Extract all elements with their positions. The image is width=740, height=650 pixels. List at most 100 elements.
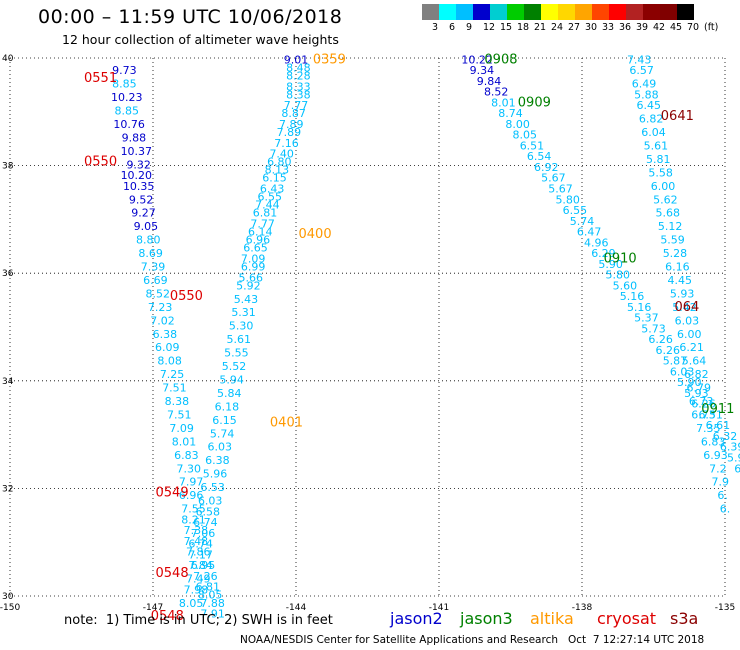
wave-height-label: 6.03: [207, 441, 232, 454]
wave-height-label: 5.93: [684, 387, 709, 400]
legend-cryosat: cryosat: [597, 609, 657, 628]
wave-height-label: 6.81: [196, 581, 221, 594]
x-tick-label: -135: [715, 603, 735, 613]
wave-height-label: 6.26: [648, 333, 673, 346]
wave-height-label: 8.05: [198, 589, 223, 602]
wave-height-label: 7.88: [200, 597, 225, 610]
wave-height-label: 6.81: [253, 207, 278, 220]
wave-height-label: 7.39: [141, 261, 166, 274]
wave-height-label: 6.: [720, 503, 731, 516]
footer-credit: NOAA/NESDIS Center for Satellite Applica…: [240, 634, 705, 646]
wave-height-label: 5.84: [217, 387, 242, 400]
wave-height-label: 8.01: [491, 96, 516, 109]
wave-height-label: 8.85: [115, 104, 140, 117]
wave-height-label: 5.61: [644, 139, 669, 152]
legend-altika: altika: [530, 609, 574, 628]
wave-height-label: 5.81: [646, 153, 671, 166]
wave-height-label: 5.30: [229, 320, 254, 333]
wave-height-label: 5.92: [236, 279, 261, 292]
pass-time-label: 0401: [270, 416, 303, 431]
wave-height-label: 7.84: [188, 559, 213, 572]
wave-height-label: 7.40: [269, 148, 294, 161]
wave-height-label: 6.43: [260, 183, 285, 196]
scale-label: (ft): [704, 22, 719, 33]
wave-height-label: 6.83: [701, 435, 726, 448]
wave-height-label: 9.34: [470, 64, 495, 77]
x-tick-label: -138: [572, 603, 593, 613]
scale-label: 27: [568, 22, 581, 33]
wave-height-label: 6.82: [639, 113, 664, 126]
wave-height-label: 7.06: [191, 527, 216, 540]
wave-height-label: 6.39: [720, 441, 740, 454]
wave-height-label: 5.73: [641, 322, 666, 335]
wave-height-label: 6.21: [679, 341, 704, 354]
scale-label: 42: [653, 22, 666, 33]
wave-height-label: 7.38: [184, 524, 209, 537]
scale-label: 70: [687, 22, 700, 33]
wave-height-label: 10.20: [121, 169, 153, 182]
y-tick-label: 34: [2, 377, 14, 387]
wave-height-label: 6.09: [155, 341, 180, 354]
scale-swatch: [575, 4, 592, 20]
wave-height-label: 6.73: [691, 408, 716, 421]
wave-height-label: 8.33: [286, 80, 311, 93]
wave-height-label: 5.16: [620, 290, 645, 303]
scale-swatch: [558, 4, 575, 20]
wave-height-label: 5.12: [658, 220, 683, 233]
wave-height-label: 7.49: [186, 573, 211, 586]
y-tick-label: 36: [2, 269, 14, 279]
wave-height-label: 6.16: [665, 261, 690, 274]
wave-height-label: 7.9: [711, 476, 729, 489]
scale-swatch: [507, 4, 524, 20]
scale-label: 45: [670, 22, 683, 33]
wave-height-label: 9.32: [126, 158, 151, 171]
wave-height-label: 9.05: [134, 220, 159, 233]
wave-height-label: 7.97: [179, 476, 204, 489]
wave-height-label: 6.15: [212, 414, 237, 427]
wave-height-label: 5.55: [224, 347, 249, 360]
scale-swatch: [660, 4, 677, 20]
wave-height-label: 6.51: [698, 408, 723, 421]
wave-height-label: 10.23: [111, 91, 143, 104]
scale-swatch: [609, 4, 626, 20]
pass-time-label: 064: [674, 300, 699, 315]
pass-time-label: 0911: [701, 402, 734, 417]
wave-height-label: 7.09: [241, 252, 266, 265]
scale-swatch: [677, 4, 694, 20]
wave-height-label: 6.80: [267, 156, 292, 169]
pass-time-label: 0551: [84, 71, 117, 86]
wave-height-label: 8.52: [484, 86, 509, 99]
x-tick-label: -147: [143, 603, 163, 613]
wave-height-label: 8.08: [157, 355, 182, 368]
wave-height-label: 10.22: [461, 53, 493, 66]
wave-height-label: 6.55: [563, 204, 588, 217]
x-tick-label: -150: [0, 603, 20, 613]
wave-height-label: 7.43: [627, 53, 652, 66]
wave-height-label: 6.38: [205, 454, 230, 467]
wave-height-label: 5.90: [677, 376, 702, 389]
wave-height-label: 6.00: [651, 180, 676, 193]
y-tick-label: 32: [2, 484, 13, 494]
wave-height-label: 6.55: [258, 191, 283, 204]
wave-height-label: 7.51: [167, 408, 192, 421]
wave-height-label: 8.74: [498, 107, 523, 120]
scale-label: 12: [483, 22, 496, 33]
pass-time-label: 0400: [299, 227, 332, 242]
wave-height-label: 5.31: [231, 306, 256, 319]
wave-height-label: 6.74: [188, 538, 213, 551]
wave-height-label: 5.60: [613, 279, 638, 292]
wave-height-label: 8.52: [146, 287, 171, 300]
wave-height-label: 10.35: [123, 180, 155, 193]
wave-height-label: 6.61: [706, 419, 731, 432]
wave-height-label: 6.03: [198, 495, 223, 508]
scale-label: 9: [466, 22, 473, 33]
scale-label: 6: [449, 22, 456, 33]
chart-subtitle: 12 hour collection of altimeter wave hei…: [62, 32, 339, 47]
wave-height-label: 6.65: [243, 242, 268, 255]
wave-height-label: 7.77: [250, 217, 275, 230]
wave-height-label: 5.68: [656, 207, 681, 220]
wave-height-label: 5.42: [672, 301, 697, 314]
wave-height-label: 5.87: [663, 355, 688, 368]
wave-height-label: 6.15: [262, 172, 287, 185]
